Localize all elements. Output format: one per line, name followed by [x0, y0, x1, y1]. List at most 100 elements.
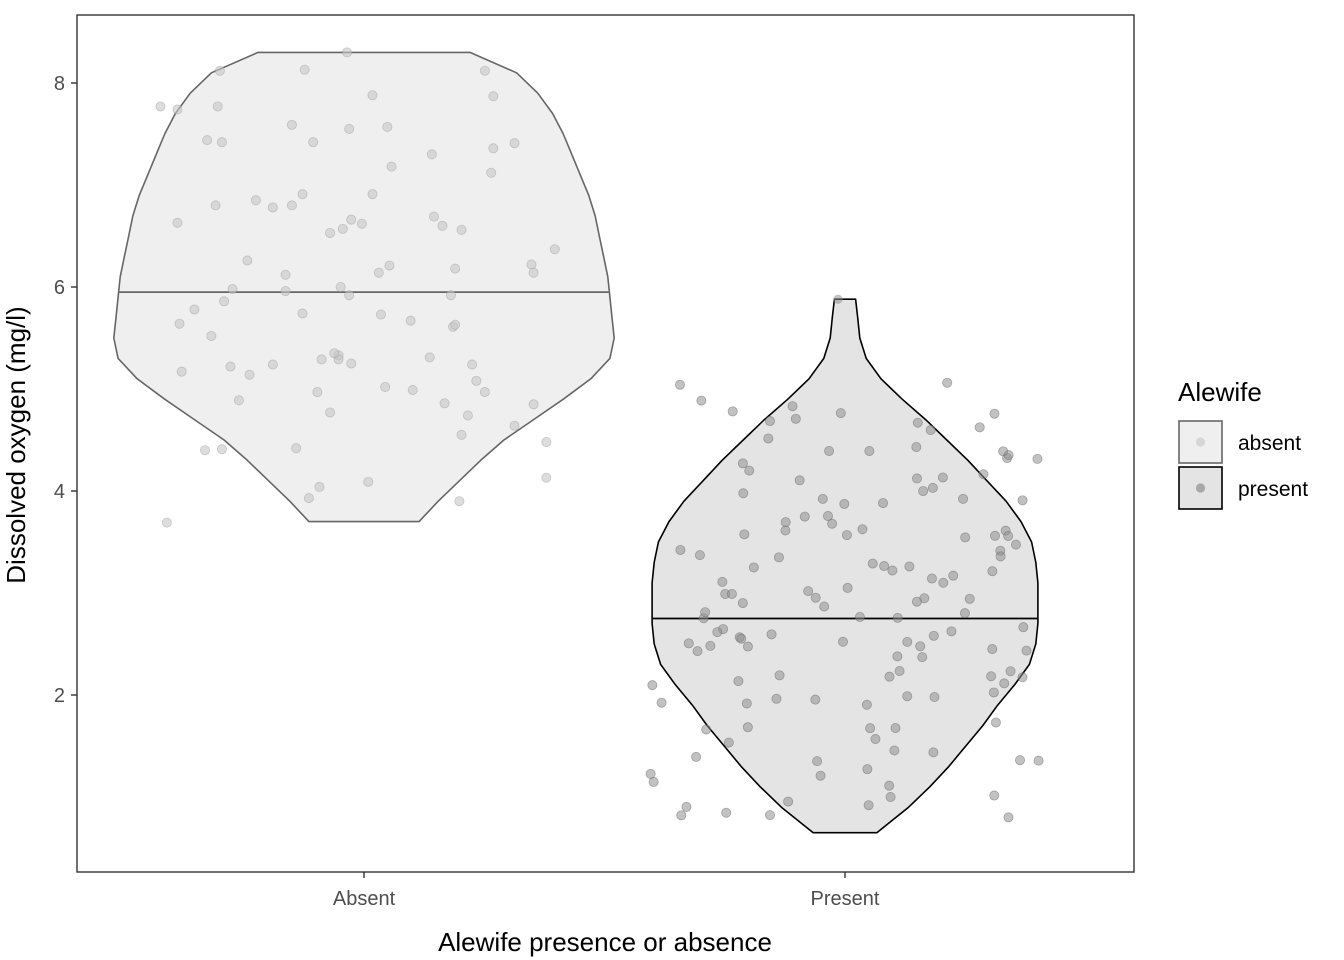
data-point-absent: [280, 269, 291, 280]
data-point-absent: [346, 214, 357, 225]
data-point-absent: [216, 137, 227, 148]
data-point-absent: [329, 348, 340, 359]
data-point-present: [854, 612, 865, 623]
data-point-present: [837, 636, 848, 647]
data-point-present: [723, 737, 734, 748]
data-point-absent: [445, 290, 456, 301]
data-point-present: [884, 780, 895, 791]
data-point-absent: [299, 64, 310, 75]
data-point-absent: [346, 358, 357, 369]
legend-point-present: [1195, 483, 1206, 493]
data-point-present: [741, 698, 752, 709]
data-point-present: [739, 529, 750, 540]
data-point-present: [726, 589, 737, 600]
data-point-absent: [155, 101, 166, 112]
data-point-present: [1015, 755, 1026, 766]
data-point-present: [835, 408, 846, 419]
data-point-absent: [202, 135, 213, 146]
data-point-present: [742, 641, 753, 652]
data-point-present: [799, 511, 810, 522]
data-point-absent: [216, 444, 227, 455]
data-point-present: [721, 807, 732, 818]
data-point-present: [918, 486, 929, 497]
data-point-absent: [286, 200, 297, 211]
data-point-present: [894, 665, 905, 676]
data-point-present: [989, 790, 1000, 801]
data-point-present: [674, 379, 685, 390]
legend-label-present: present: [1238, 478, 1308, 501]
legend-point-absent: [1195, 437, 1206, 447]
data-point-absent: [337, 223, 348, 234]
data-point-present: [773, 552, 784, 563]
data-point-present: [842, 582, 853, 593]
data-point-absent: [380, 381, 391, 392]
legend: Alewife absent present: [1178, 377, 1308, 510]
data-point-absent: [297, 308, 308, 319]
data-point-present: [790, 413, 801, 424]
data-point-absent: [176, 366, 187, 377]
data-point-absent: [225, 361, 236, 372]
data-point-present: [700, 607, 711, 618]
data-point-present: [705, 640, 716, 651]
data-point-absent: [428, 211, 439, 222]
data-point-absent: [286, 119, 297, 130]
y-tick-label: 6: [54, 277, 65, 299]
data-point-present: [892, 612, 903, 623]
data-point-present: [694, 550, 705, 561]
data-point-present: [999, 678, 1010, 689]
data-point-present: [865, 723, 876, 734]
data-point-present: [794, 475, 805, 486]
data-point-present: [645, 768, 656, 779]
data-point-present: [780, 517, 791, 528]
data-point-present: [890, 723, 901, 734]
data-point-present: [701, 724, 712, 735]
data-point-present: [867, 558, 878, 569]
x-tick-label: Absent: [333, 888, 396, 910]
data-point-present: [987, 644, 998, 655]
data-point-present: [928, 747, 939, 758]
data-point-absent: [456, 429, 467, 440]
data-point-present: [917, 652, 928, 663]
data-point-absent: [316, 354, 327, 365]
data-point-present: [938, 577, 949, 588]
data-point-present: [978, 469, 989, 480]
data-point-absent: [549, 244, 560, 255]
data-point-present: [1003, 812, 1014, 823]
data-point-absent: [174, 318, 185, 329]
data-point-present: [763, 433, 774, 444]
data-point-present: [696, 395, 707, 406]
data-point-present: [783, 796, 794, 807]
data-point-absent: [479, 65, 490, 76]
data-point-absent: [219, 296, 230, 307]
data-point-absent: [267, 202, 278, 213]
x-axis-title: Alewife presence or absence: [438, 927, 772, 957]
data-point-present: [841, 530, 852, 541]
data-point-present: [885, 792, 896, 803]
data-point-absent: [291, 443, 302, 454]
data-point-present: [960, 532, 971, 543]
data-point-present: [691, 751, 702, 762]
data-point-absent: [526, 259, 537, 270]
data-point-absent: [509, 138, 520, 149]
data-point-present: [647, 680, 658, 691]
data-point-absent: [308, 137, 319, 148]
data-point-absent: [486, 167, 497, 178]
data-point-present: [738, 488, 749, 499]
data-point-present: [959, 608, 970, 619]
data-point-present: [1005, 666, 1016, 677]
data-point-absent: [344, 290, 355, 301]
data-point-present: [737, 598, 748, 609]
data-point-absent: [488, 143, 499, 154]
data-point-absent: [212, 101, 223, 112]
data-point-present: [911, 441, 922, 452]
x-tick-label: Present: [811, 888, 880, 910]
data-point-absent: [233, 395, 244, 406]
data-point-present: [656, 697, 667, 708]
data-point-present: [987, 566, 998, 577]
data-point-absent: [439, 398, 450, 409]
data-point-present: [737, 458, 748, 469]
data-point-present: [733, 676, 744, 687]
data-point-absent: [373, 267, 384, 278]
data-point-absent: [280, 286, 291, 297]
